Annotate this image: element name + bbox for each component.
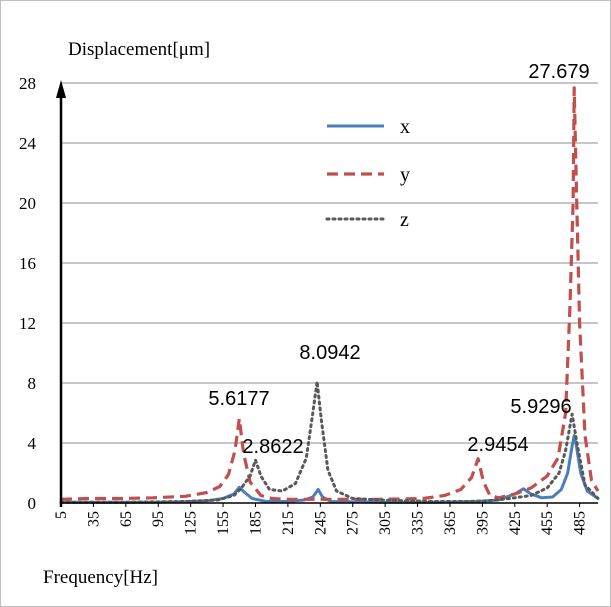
x-axis-title: Frequency[Hz] bbox=[43, 567, 158, 588]
data-label: 2.9454 bbox=[467, 434, 528, 456]
data-label: 2.8622 bbox=[242, 436, 303, 458]
x-tick-label: 65 bbox=[118, 511, 135, 527]
axes bbox=[56, 80, 598, 507]
x-tick-label: 95 bbox=[150, 511, 167, 527]
x-tick-label: 185 bbox=[247, 511, 264, 535]
data-label: 5.9296 bbox=[510, 396, 571, 418]
data-label: 27.679 bbox=[528, 61, 589, 83]
x-tick-label: 365 bbox=[442, 511, 459, 535]
y-tick-label: 8 bbox=[28, 374, 37, 393]
x-tick-label: 335 bbox=[410, 511, 427, 535]
legend-label-y: y bbox=[400, 164, 410, 186]
data-label: 8.0942 bbox=[299, 342, 360, 364]
x-tick-label: 275 bbox=[345, 511, 362, 535]
y-axis-arrow bbox=[56, 80, 66, 98]
tick-labels: 0 4 8 12 16 20 24 28 5 35 65 95 125 155 185 215 245 275 30… bbox=[19, 74, 589, 535]
y-tick-label: 12 bbox=[19, 314, 36, 333]
y-tick-label: 28 bbox=[19, 74, 36, 93]
x-tick-label: 35 bbox=[85, 511, 102, 527]
y-tick-label: 20 bbox=[19, 194, 36, 213]
series-line-y bbox=[60, 86, 600, 501]
series-line-z bbox=[59, 380, 600, 504]
y-tick-label: 4 bbox=[28, 434, 37, 453]
data-label: 5.6177 bbox=[208, 388, 269, 410]
x-tick-label: 245 bbox=[312, 511, 329, 535]
y-tick-label: 16 bbox=[19, 254, 36, 273]
legend: x y z bbox=[325, 116, 410, 231]
x-tick-label: 5 bbox=[53, 511, 70, 519]
x-tick-label: 305 bbox=[377, 511, 394, 535]
y-tick-label: 0 bbox=[28, 494, 37, 513]
x-tick-label: 395 bbox=[474, 511, 491, 535]
x-tick-label: 215 bbox=[280, 511, 297, 535]
series-lines bbox=[59, 86, 600, 504]
legend-label-z: z bbox=[400, 209, 409, 231]
x-tick-label: 155 bbox=[215, 511, 232, 535]
gridlines bbox=[61, 82, 598, 444]
y-tick-label: 24 bbox=[19, 134, 37, 153]
x-tick-label: 425 bbox=[507, 511, 524, 535]
data-labels: 27.679 8.0942 5.6177 2.8622 2.9454 5.9296 bbox=[208, 61, 589, 458]
x-tick-label: 455 bbox=[539, 511, 556, 535]
legend-label-x: x bbox=[400, 116, 410, 138]
x-tick-label: 125 bbox=[183, 511, 200, 535]
y-axis-title: Displacement[μm] bbox=[68, 39, 210, 60]
x-tick-label: 485 bbox=[572, 511, 589, 535]
